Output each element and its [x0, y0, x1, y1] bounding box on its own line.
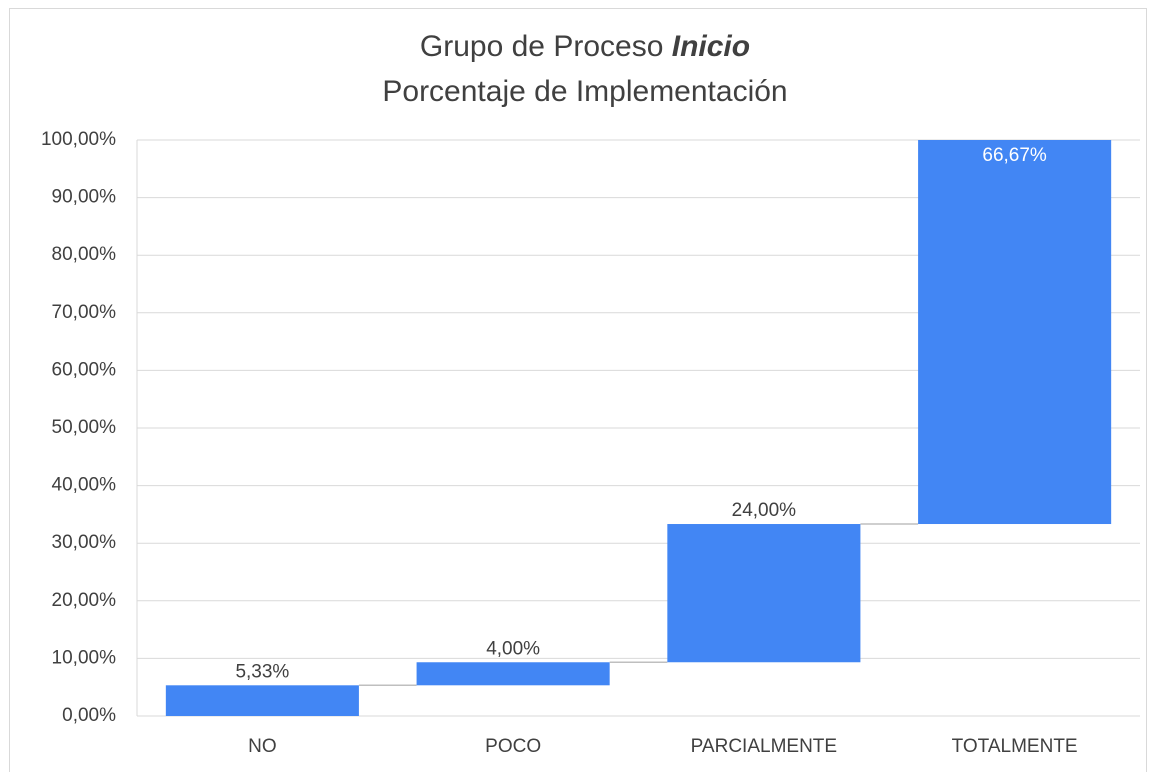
chart-title: Grupo de Proceso — [420, 30, 663, 63]
bar — [165, 685, 359, 716]
value-label: 4,00% — [486, 638, 540, 659]
x-tick-label: POCO — [485, 736, 541, 757]
value-label: 66,67% — [982, 145, 1047, 166]
y-tick-label: 40,00% — [52, 475, 117, 496]
y-tick-label: 20,00% — [52, 590, 117, 611]
chart-title-line: Grupo de Proceso Inicio — [420, 30, 750, 63]
chart-title-emphasis: Inicio — [672, 30, 750, 63]
chart-subtitle: Porcentaje de Implementación — [382, 75, 787, 108]
x-tick-label: TOTALMENTE — [952, 736, 1078, 757]
y-tick-label: 80,00% — [52, 244, 117, 265]
bar — [918, 140, 1112, 525]
y-tick-label: 10,00% — [52, 647, 117, 668]
y-tick-label: 60,00% — [52, 359, 117, 380]
bar — [416, 662, 610, 686]
y-tick-label: 30,00% — [52, 532, 117, 553]
y-tick-label: 70,00% — [52, 302, 117, 323]
value-label: 24,00% — [732, 500, 797, 521]
x-tick-label: PARCIALMENTE — [691, 736, 837, 757]
value-label: 5,33% — [235, 661, 289, 682]
y-tick-label: 100,00% — [41, 129, 116, 150]
bar — [667, 524, 861, 663]
x-tick-label: NO — [248, 736, 277, 757]
y-tick-label: 0,00% — [62, 705, 116, 726]
y-tick-label: 90,00% — [52, 187, 117, 208]
y-tick-label: 50,00% — [52, 417, 117, 438]
